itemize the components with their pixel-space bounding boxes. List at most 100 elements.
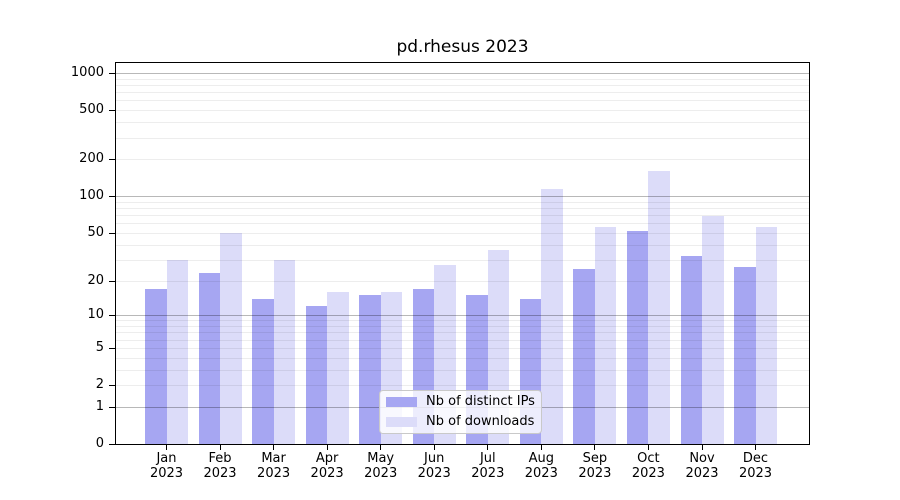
x-tick-label: Mar 2023: [246, 451, 302, 481]
gridline-minor: [116, 339, 809, 341]
x-tick-mark: [380, 445, 382, 450]
x-tick-label: Nov 2023: [674, 451, 730, 481]
y-tick-label: 5: [95, 339, 104, 355]
gridline-minor: [116, 208, 809, 209]
gridline-minor: [116, 244, 809, 246]
bar-downloads: [166, 259, 188, 444]
x-tick-label: Apr 2023: [299, 451, 355, 481]
bar-downloads: [327, 291, 349, 444]
y-tick-label: 20: [87, 272, 104, 288]
x-tick-mark: [487, 445, 489, 450]
x-tick-mark: [433, 445, 435, 450]
x-tick-year: 2023: [149, 466, 184, 481]
y-tick-label: 0: [95, 436, 104, 451]
x-tick-label: Jun 2023: [406, 451, 462, 481]
x-tick-label: Oct 2023: [620, 451, 676, 481]
bar-distinct-ips: [626, 230, 649, 444]
x-tick-year: 2023: [524, 466, 558, 481]
bar-distinct-ips: [573, 269, 595, 444]
bar-downloads: [702, 215, 724, 444]
y-tick-label: 10: [87, 307, 104, 323]
x-tick-year: 2023: [471, 466, 505, 481]
x-tick-year: 2023: [203, 466, 237, 481]
y-tick-mark: [109, 232, 115, 234]
y-tick-mark: [109, 110, 115, 112]
bar-distinct-ips: [680, 256, 702, 444]
y-tick-mark: [109, 385, 115, 386]
legend-entry-downloads: Nb of downloads: [386, 414, 535, 431]
x-tick-mark: [219, 445, 221, 450]
gridline-minor: [116, 326, 809, 327]
y-tick-label: 1000: [70, 65, 104, 80]
x-tick-mark: [166, 445, 167, 450]
y-tick-mark: [109, 159, 115, 161]
y-tick-mark: [109, 347, 115, 349]
y-tick-label: 50: [87, 224, 104, 240]
x-tick-mark: [701, 445, 703, 450]
gridline-minor: [116, 78, 809, 80]
y-tick-mark: [109, 406, 115, 408]
legend: Nb of distinct IPs Nb of downloads: [379, 390, 542, 434]
bar-downloads: [594, 226, 617, 444]
bar-downloads: [220, 232, 242, 444]
x-tick-year: 2023: [364, 466, 398, 481]
gridline-major: [116, 315, 809, 317]
gridline-minor: [116, 332, 809, 334]
gridline-minor: [116, 369, 809, 371]
gridline-minor: [116, 159, 809, 161]
x-tick-year: 2023: [631, 466, 665, 481]
x-tick-mark: [273, 445, 275, 450]
y-tick-mark: [109, 196, 115, 198]
gridline-minor: [116, 110, 809, 112]
y-tick-label: 100: [79, 188, 104, 204]
chart-title: pd.rhesus 2023: [396, 37, 529, 57]
x-tick-label: Sep 2023: [567, 451, 623, 481]
bar-downloads: [541, 188, 563, 444]
y-tick-label: 200: [79, 151, 104, 167]
legend-swatch-distinct-ips: [386, 397, 417, 408]
gridline-minor: [116, 100, 809, 102]
x-tick-label: Feb 2023: [192, 451, 248, 481]
x-tick-mark: [647, 445, 649, 450]
x-tick-year: 2023: [738, 466, 773, 481]
bar-distinct-ips: [359, 295, 381, 444]
gridline-minor: [116, 122, 809, 124]
y-tick-mark: [109, 73, 115, 74]
gridline-minor: [116, 223, 809, 225]
gridline-minor: [116, 259, 809, 261]
bar-distinct-ips: [734, 267, 756, 444]
gridline-major: [116, 196, 809, 198]
y-tick-label: 1: [95, 398, 104, 414]
legend-swatch-downloads: [386, 416, 417, 427]
y-tick-mark: [109, 315, 115, 317]
plot-area: [115, 62, 810, 445]
gridline-minor: [116, 85, 809, 86]
gridline-minor: [116, 232, 809, 234]
x-tick-label: Jul 2023: [460, 451, 516, 481]
x-tick-label: Aug 2023: [513, 451, 569, 481]
gridline-minor: [116, 201, 809, 203]
gridline-minor: [116, 137, 809, 139]
x-tick-label: May 2023: [353, 451, 409, 481]
y-tick-mark: [109, 280, 115, 282]
gridline-minor: [116, 92, 809, 94]
x-tick-label: Dec 2023: [728, 451, 784, 481]
x-tick-mark: [540, 445, 542, 450]
bar-distinct-ips: [198, 273, 220, 444]
x-tick-year: 2023: [685, 466, 719, 481]
x-tick-year: 2023: [310, 466, 344, 481]
gridline-major: [116, 73, 809, 74]
x-tick-year: 2023: [578, 466, 612, 481]
gridline-minor: [116, 215, 809, 217]
legend-label-downloads: Nb of downloads: [426, 413, 535, 429]
bar-downloads: [273, 259, 296, 444]
x-tick-year: 2023: [417, 466, 451, 481]
y-tick-mark: [109, 444, 115, 445]
x-tick-year: 2023: [257, 466, 291, 481]
bar-downloads: [755, 226, 777, 444]
gridline-minor: [116, 385, 809, 386]
bar-distinct-ips: [305, 306, 328, 444]
gridline-minor: [116, 347, 809, 349]
y-tick-label: 500: [79, 102, 104, 118]
